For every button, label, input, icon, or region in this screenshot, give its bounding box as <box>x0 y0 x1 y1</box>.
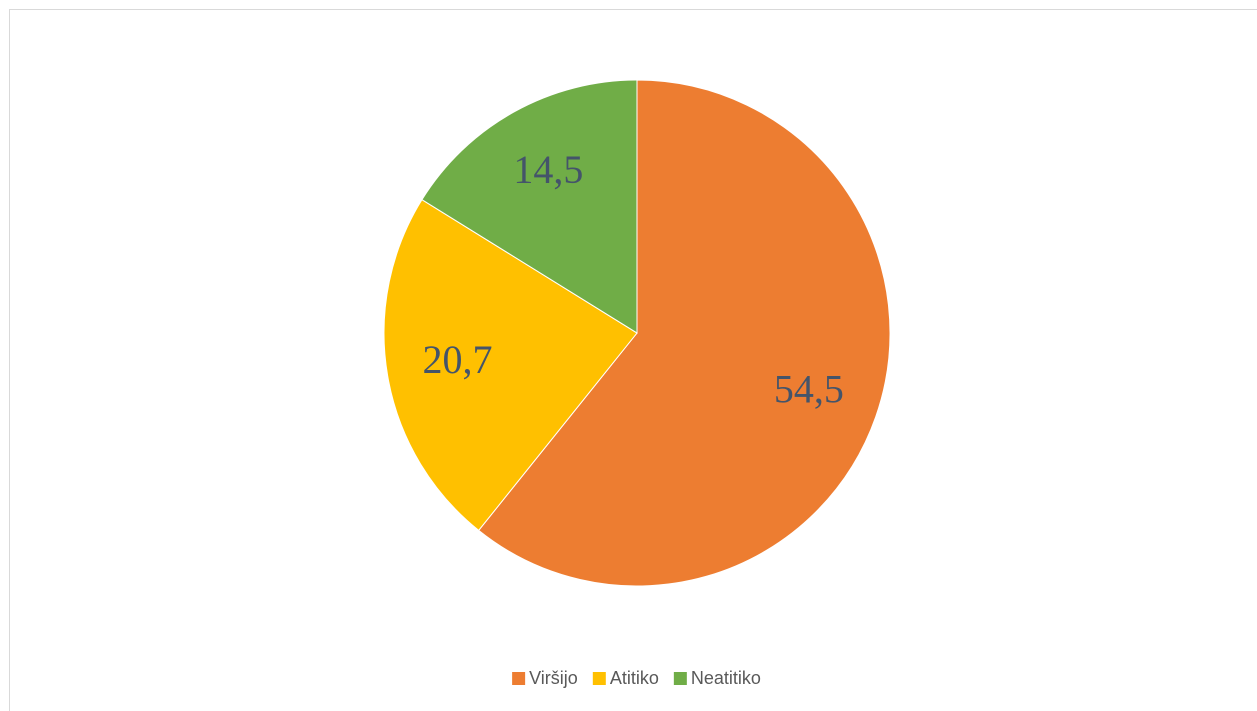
legend-label: Neatitiko <box>691 668 761 688</box>
pie-slice <box>383 198 638 532</box>
legend-label: Viršijo <box>529 668 578 688</box>
data-label: 14,5 <box>513 147 583 192</box>
data-label: 54,5 <box>774 367 844 412</box>
data-label: 20,7 <box>422 337 492 382</box>
legend-swatch <box>512 672 526 685</box>
legend-label: Atitiko <box>610 668 659 688</box>
pie-slice <box>421 79 638 334</box>
legend-swatch <box>592 672 606 685</box>
pie-slice <box>478 79 891 587</box>
legend-swatch <box>673 672 687 685</box>
